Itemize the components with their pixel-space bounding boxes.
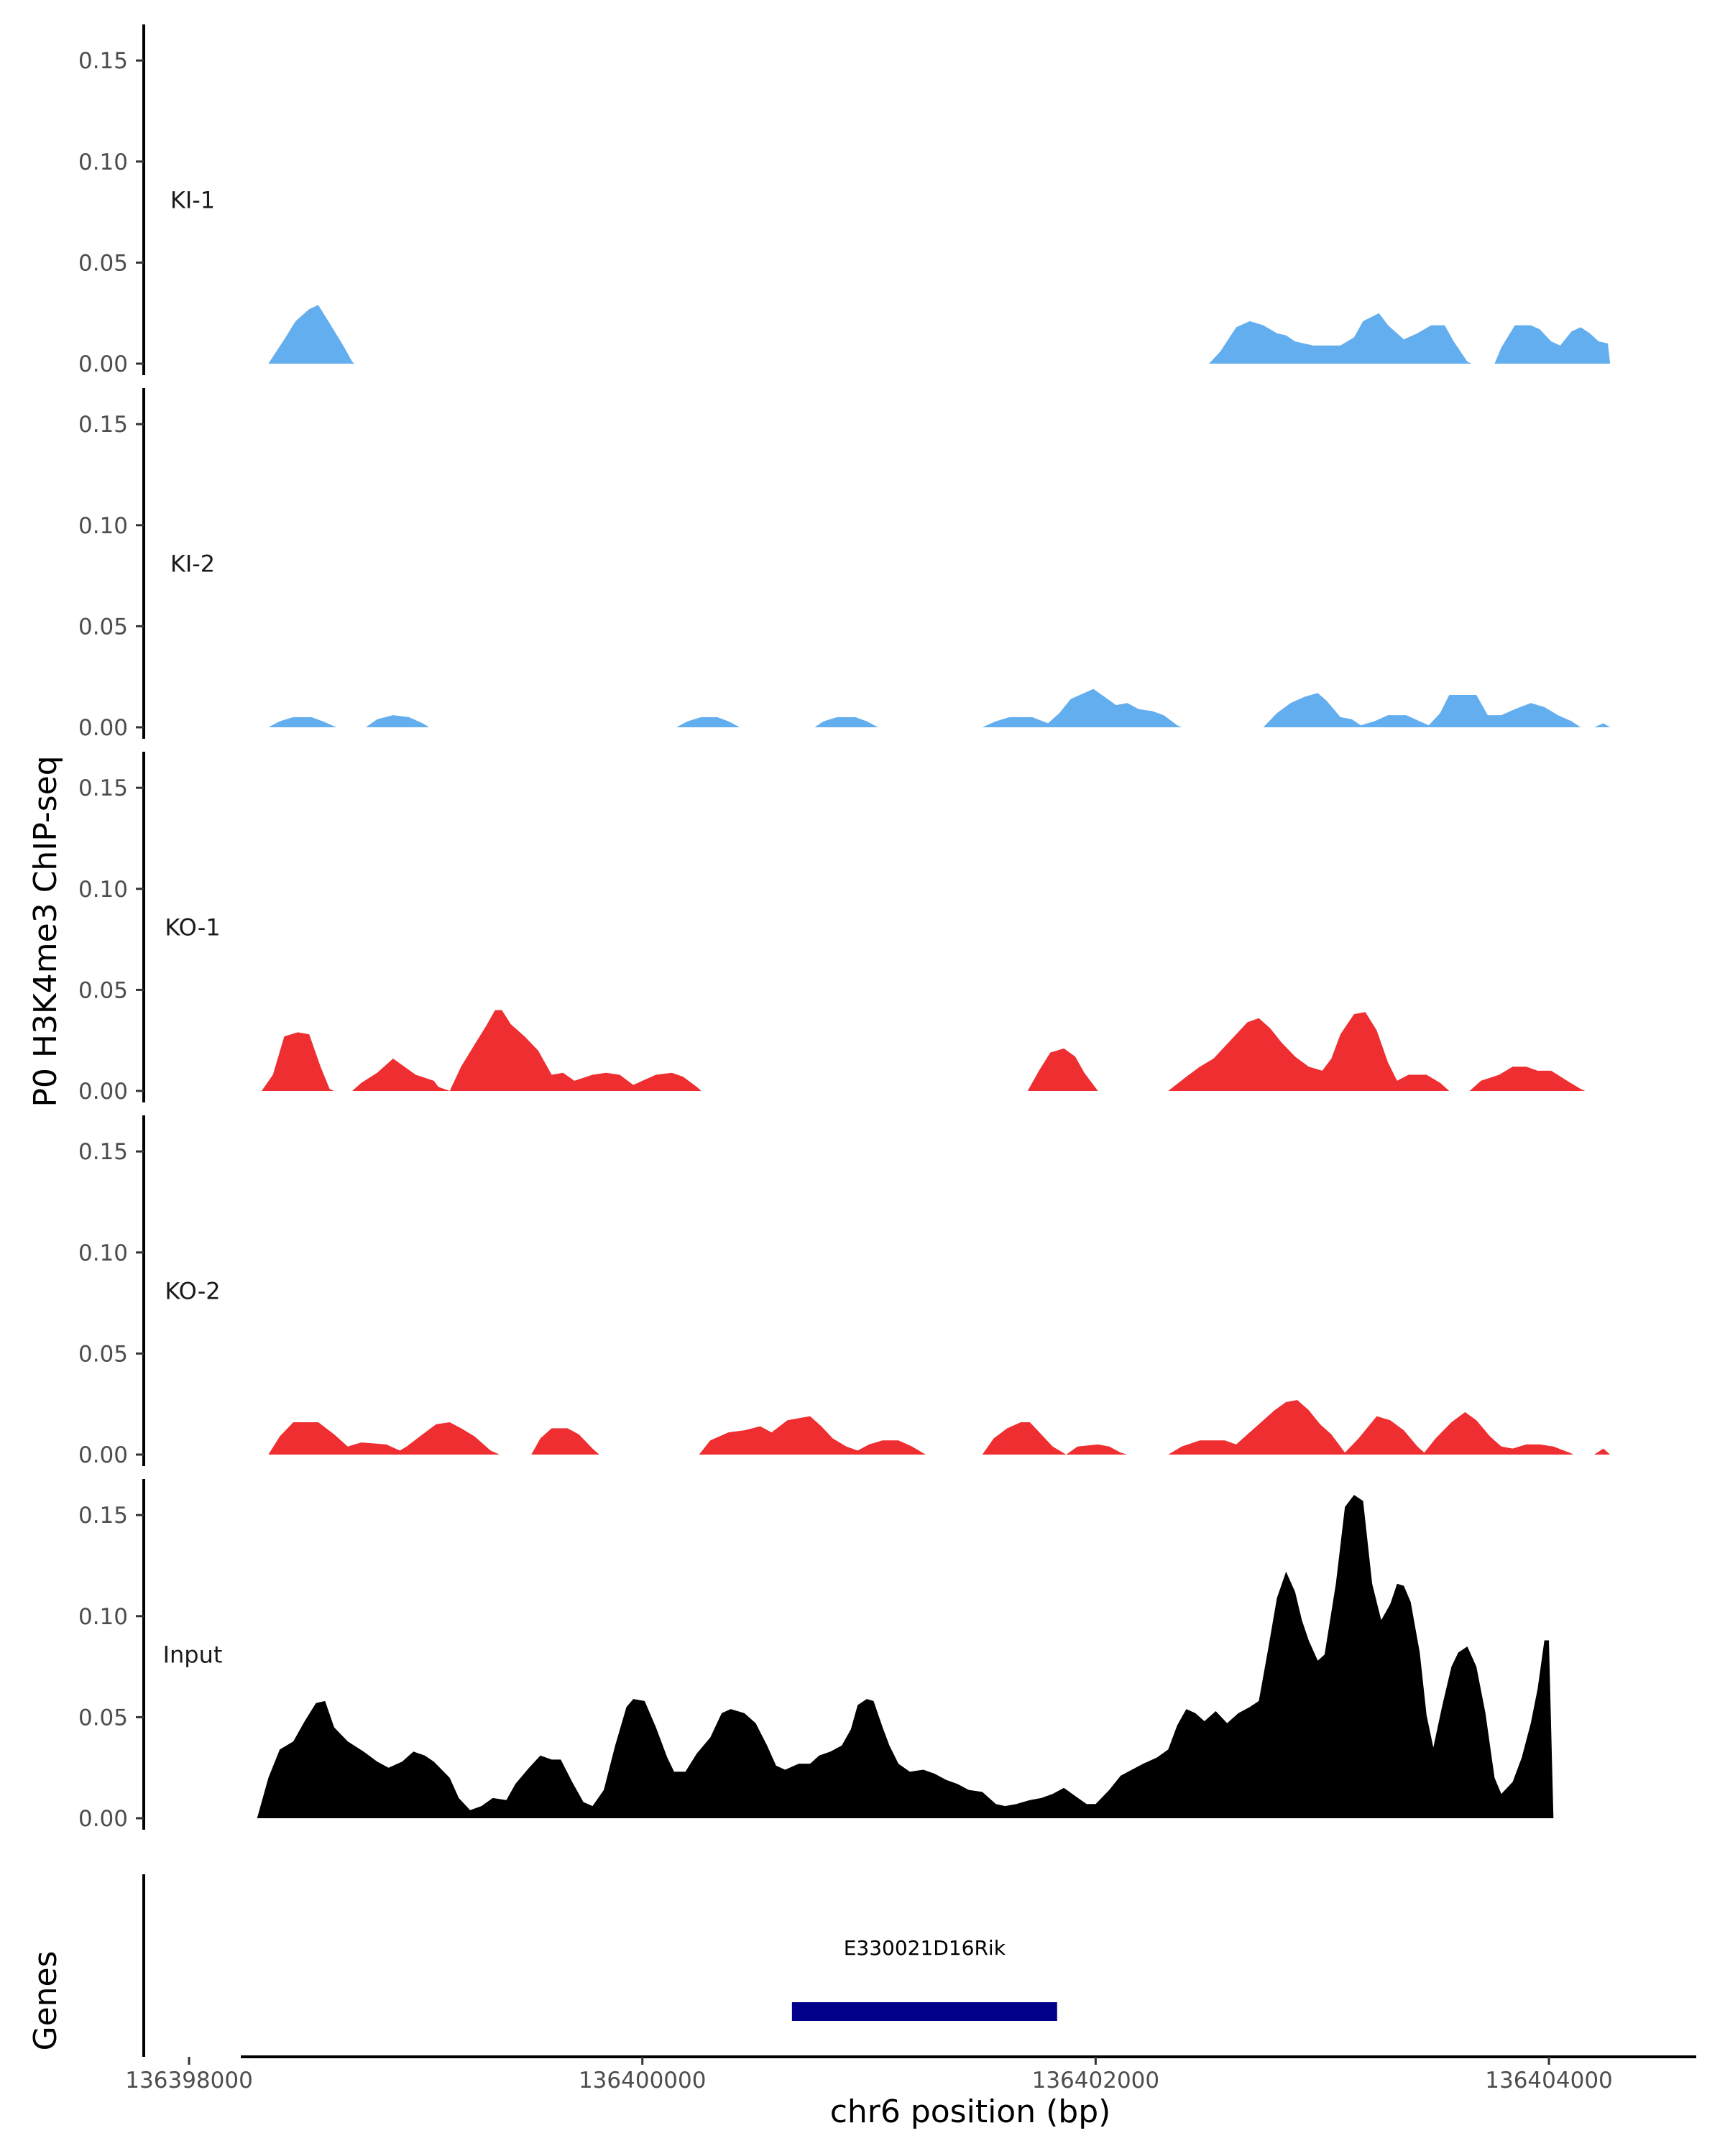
y-tick-label: 0.00	[78, 1079, 128, 1105]
y-tick-label: 0.10	[78, 1604, 128, 1630]
y-tick-label: 0.15	[78, 775, 128, 801]
y-tick-label: 0.10	[78, 1240, 128, 1266]
y-tick-label: 0.00	[78, 1806, 128, 1832]
y-tick-label: 0.15	[78, 48, 128, 74]
signal-area-ki-2	[268, 688, 1611, 727]
track-panel-ki-1: 0.00 0.05 0.10 0.15 KI-1	[78, 24, 1611, 377]
x-tick-label: 136400000	[579, 2068, 707, 2093]
x-tick-label: 136404000	[1485, 2068, 1613, 2093]
y-tick-label: 0.05	[78, 614, 128, 640]
signal-area-input	[257, 1495, 1554, 1818]
y-tick-label: 0.00	[78, 351, 128, 377]
track-panel-input: 0.00 0.05 0.10 0.15 Input	[78, 1479, 1554, 1832]
gene-body	[791, 2002, 1057, 2021]
gene-label: E330021D16Rik	[844, 1936, 1006, 1960]
track-label-ki-1: KI-1	[170, 186, 215, 213]
track-panel-ko-2: 0.00 0.05 0.10 0.15 KO-2	[78, 1115, 1611, 1468]
x-tick-label: 136402000	[1032, 2068, 1160, 2093]
x-axis-title: chr6 position (bp)	[830, 2093, 1111, 2130]
y-tick-label: 0.00	[78, 715, 128, 741]
y-tick-label: 0.05	[78, 1341, 128, 1367]
y-tick-label: 0.00	[78, 1442, 128, 1468]
y-tick-label: 0.10	[78, 149, 128, 175]
track-label-ko-2: KO-2	[165, 1277, 220, 1304]
genes-axis-title: Genes	[27, 1950, 64, 2050]
y-tick-label: 0.05	[78, 977, 128, 1003]
x-axis: 136398000 136400000 136402000 136404000	[125, 2055, 1696, 2093]
y-tick-label: 0.15	[78, 412, 128, 438]
track-label-ko-1: KO-1	[165, 913, 220, 941]
signal-area-ki-1	[268, 305, 1611, 364]
track-label-ki-2: KI-2	[170, 550, 215, 577]
x-tick-label: 136398000	[125, 2068, 253, 2093]
y-tick-label: 0.15	[78, 1503, 128, 1529]
y-tick-label: 0.05	[78, 250, 128, 276]
signal-area-ko-2	[268, 1400, 1611, 1455]
y-tick-label: 0.10	[78, 513, 128, 539]
y-axis-title: P0 H3K4me3 ChIP-seq	[27, 755, 64, 1107]
y-tick-label: 0.15	[78, 1139, 128, 1165]
y-tick-label: 0.05	[78, 1705, 128, 1731]
y-tick-label: 0.10	[78, 877, 128, 903]
signal-area-ko-1	[262, 1010, 1586, 1091]
genes-panel: E330021D16Rik	[142, 1874, 1057, 2057]
track-panel-ki-2: 0.00 0.05 0.10 0.15 KI-2	[78, 388, 1611, 741]
track-panel-ko-1: 0.00 0.05 0.10 0.15 KO-1	[78, 752, 1586, 1105]
tracks-layer: 0.00 0.05 0.10 0.15 KI-1 0.00 0.05 0.10 0.15 KI-2…	[78, 24, 1611, 1832]
track-label-input: Input	[163, 1641, 223, 1668]
